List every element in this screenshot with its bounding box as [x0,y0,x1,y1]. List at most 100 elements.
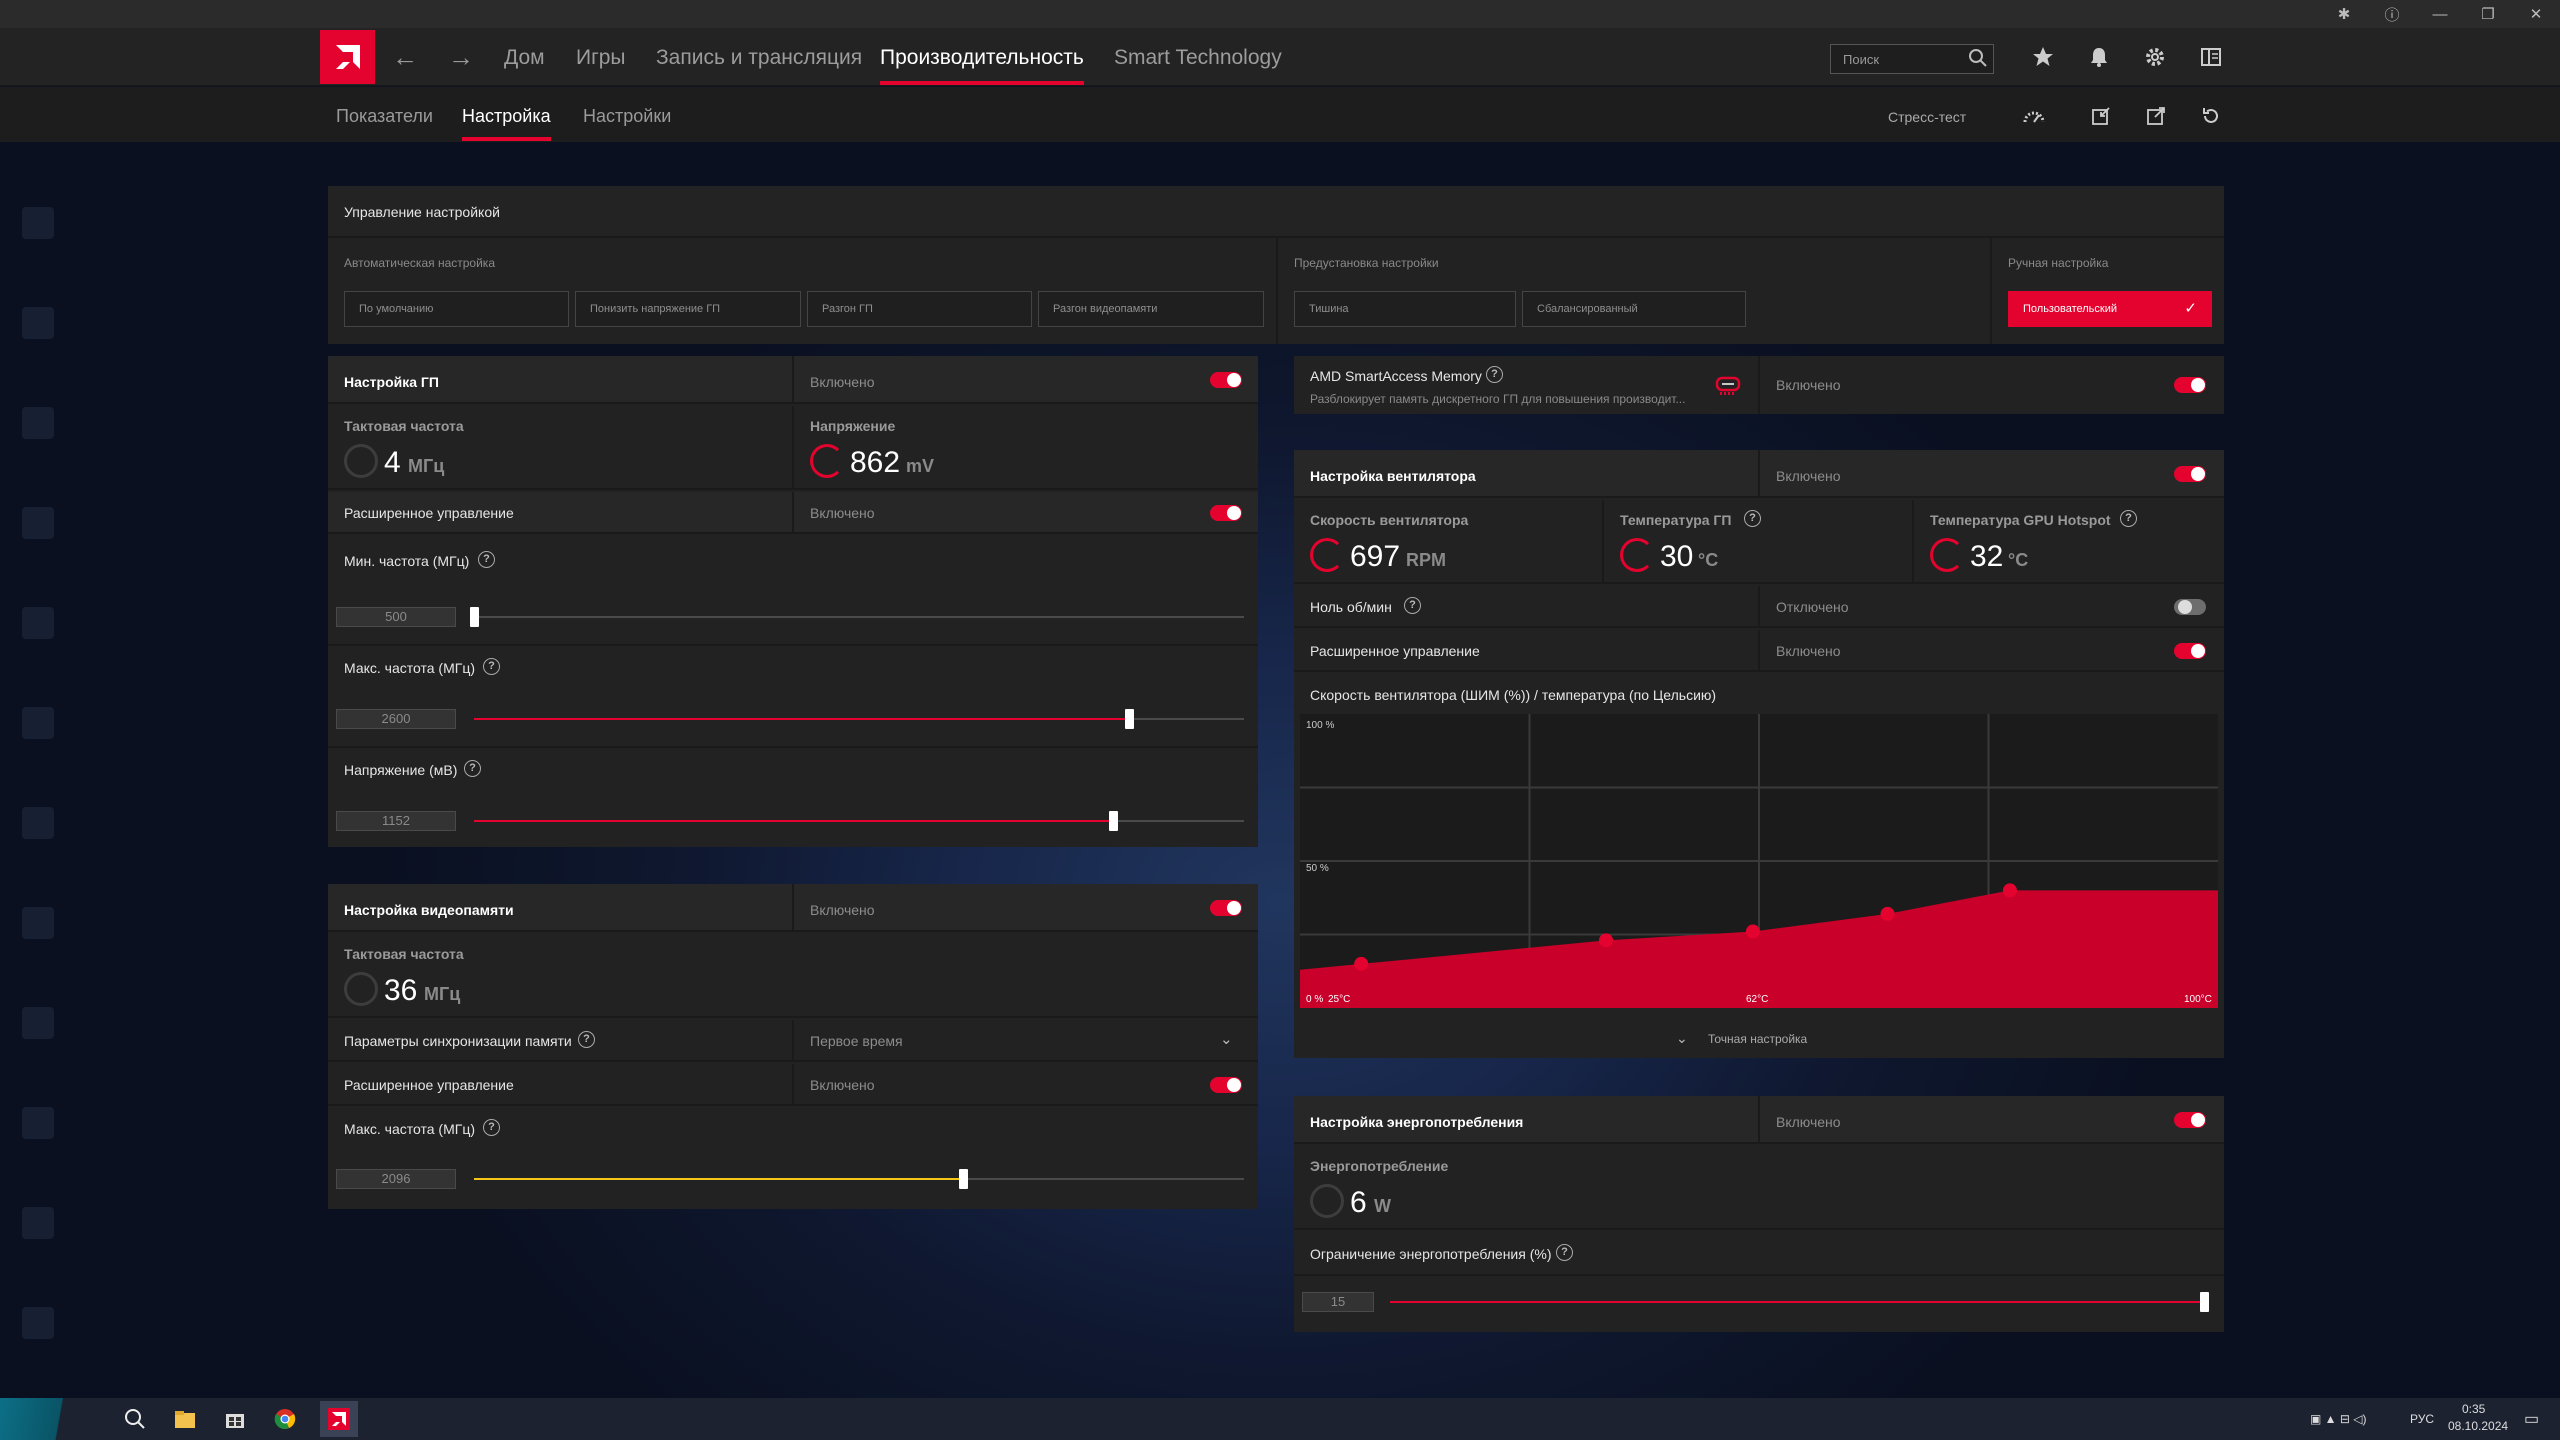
gpu-clock-unit: МГц [408,456,445,476]
sam-toggle[interactable] [2174,377,2206,393]
tab-home[interactable]: Дом [504,46,545,69]
import-icon[interactable] [2088,103,2114,129]
power-limit-label: Ограничение энергопотребления (%) [1310,1246,1552,1262]
vram-max-freq-slider[interactable] [474,1169,1244,1189]
search-input[interactable] [1830,44,1994,74]
min-freq-slider-thumb[interactable] [470,607,479,627]
gpu-temp-help-icon[interactable]: ? [1744,510,1761,527]
vram-max-freq-slider-thumb[interactable] [958,1169,968,1189]
fan-curve-chart[interactable]: 100 % 50 % 0 % 25°C 62°C 100°C [1300,714,2218,1008]
vram-clock-unit: МГц [424,984,461,1004]
search-icon[interactable] [122,1406,148,1432]
voltage-mv-value[interactable]: 1152 [336,811,456,831]
tab-settings[interactable]: Настройки [583,106,672,126]
star-icon[interactable] [2028,42,2058,72]
zero-rpm-toggle[interactable] [2174,599,2206,615]
minimize-button[interactable]: — [2432,5,2448,23]
notification-icon[interactable]: ▭ [2524,1411,2540,1428]
max-freq-slider[interactable] [474,709,1244,729]
help-icon[interactable]: ⓘ [2384,6,2400,24]
stress-test-icon[interactable] [2021,103,2047,129]
tray-icons[interactable]: ▣ ▲ ⊟ ◁) [2310,1412,2367,1426]
max-freq-slider-thumb[interactable] [1124,709,1134,729]
memory-timing-help-icon[interactable]: ? [578,1031,595,1048]
min-freq-slider[interactable] [470,607,1244,627]
gpu-advanced-toggle[interactable] [1210,505,1242,521]
overclock-gpu-button[interactable]: Разгон ГП [807,291,1032,327]
power-tuning-state: Включено [1776,1114,1841,1130]
clock-time[interactable]: 0:35 [2462,1402,2486,1416]
bell-icon[interactable] [2084,42,2114,72]
chevron-down-icon[interactable]: ⌄ [1220,1031,1233,1048]
gpu-voltage-gauge [810,444,844,478]
store-icon[interactable] [222,1406,248,1432]
amd-software-taskbar-icon[interactable] [320,1401,358,1437]
max-freq-help-icon[interactable]: ? [483,658,500,675]
tab-performance[interactable]: Производительность [880,46,1084,85]
amd-logo-icon[interactable] [320,30,375,84]
fan-tuning-toggle[interactable] [2174,466,2206,482]
voltage-help-icon[interactable]: ? [464,760,481,777]
power-tuning-toggle[interactable] [2174,1112,2206,1128]
fan-curve-point-3[interactable] [1745,924,1760,939]
vram-advanced-toggle[interactable] [1210,1077,1242,1093]
default-button[interactable]: По умолчанию [344,291,569,327]
fan-curve-point-5[interactable] [2002,883,2017,898]
file-explorer-icon[interactable] [172,1406,198,1432]
language-indicator[interactable]: РУС [2410,1412,2435,1426]
vram-tuning-state: Включено [810,902,875,918]
reset-icon[interactable] [2198,103,2224,129]
gear-icon[interactable] [2140,42,2170,72]
overclock-vram-button[interactable]: Разгон видеопамяти [1038,291,1264,327]
min-freq-help-icon[interactable]: ? [478,551,495,568]
tab-metrics[interactable]: Показатели [336,106,433,126]
vram-tuning-toggle[interactable] [1210,900,1242,916]
tab-tuning[interactable]: Настройка [462,106,551,141]
zero-rpm-state: Отключено [1776,599,1849,615]
export-icon[interactable] [2143,103,2169,129]
start-area[interactable] [0,1398,106,1440]
power-limit-slider-thumb[interactable] [2200,1292,2209,1312]
undervolt-gpu-button[interactable]: Понизить напряжение ГП [575,291,801,327]
voltage-slider[interactable] [474,811,1244,831]
clock-date[interactable]: 08.10.2024 [2448,1419,2509,1433]
min-freq-value[interactable]: 500 [336,607,456,627]
search-icon[interactable] [1968,48,1988,68]
tab-smart-technology[interactable]: Smart Technology [1114,46,1282,69]
hotspot-temp-gauge [1930,538,1964,572]
fine-tuning-link[interactable]: Точная настройка [1708,1032,1808,1046]
fan-advanced-toggle[interactable] [2174,643,2206,659]
zero-rpm-help-icon[interactable]: ? [1404,597,1421,614]
power-limit-value[interactable]: 15 [1302,1292,1374,1312]
gpu-tuning-panel: Настройка ГП Включено Тактовая частота 4… [328,356,1258,847]
restore-button[interactable]: ❐ [2481,6,2495,23]
quiet-preset-button[interactable]: Тишина [1294,291,1516,327]
custom-button[interactable]: Пользовательский ✓ [2008,291,2212,327]
layout-icon[interactable] [2196,42,2226,72]
chrome-icon[interactable] [272,1406,298,1432]
fan-curve-point-4[interactable] [1880,906,1895,921]
gpu-tuning-toggle[interactable] [1210,372,1242,388]
forward-arrow-icon[interactable]: → [448,42,474,72]
fan-curve-area [1300,890,2218,1008]
tab-record[interactable]: Запись и трансляция [656,46,863,69]
fan-curve-point-2[interactable] [1599,933,1613,948]
voltage-slider-thumb[interactable] [1109,811,1119,831]
power-limit-help-icon[interactable]: ? [1556,1244,1573,1261]
back-arrow-icon[interactable]: ← [392,42,418,72]
memory-timing-value[interactable]: Первое время [810,1033,903,1049]
bug-report-icon[interactable]: ✱ [2337,6,2351,23]
hotspot-temp-help-icon[interactable]: ? [2120,510,2137,527]
vram-max-freq-value[interactable]: 2096 [336,1169,456,1189]
close-button[interactable]: ✕ [2529,6,2543,23]
max-freq-value[interactable]: 2600 [336,709,456,729]
auto-tuning-label: Автоматическая настройка [344,256,495,270]
chevron-down-icon[interactable]: ⌄ [1676,1030,1688,1046]
balanced-preset-button[interactable]: Сбалансированный [1522,291,1746,327]
vram-max-freq-help-icon[interactable]: ? [483,1119,500,1136]
sam-help-icon[interactable]: ? [1486,366,1503,383]
tab-games[interactable]: Игры [576,46,626,69]
fan-speed-label: Скорость вентилятора [1310,512,1469,528]
power-limit-slider[interactable] [1390,1292,2209,1312]
fan-curve-point-1[interactable] [1354,956,1369,971]
